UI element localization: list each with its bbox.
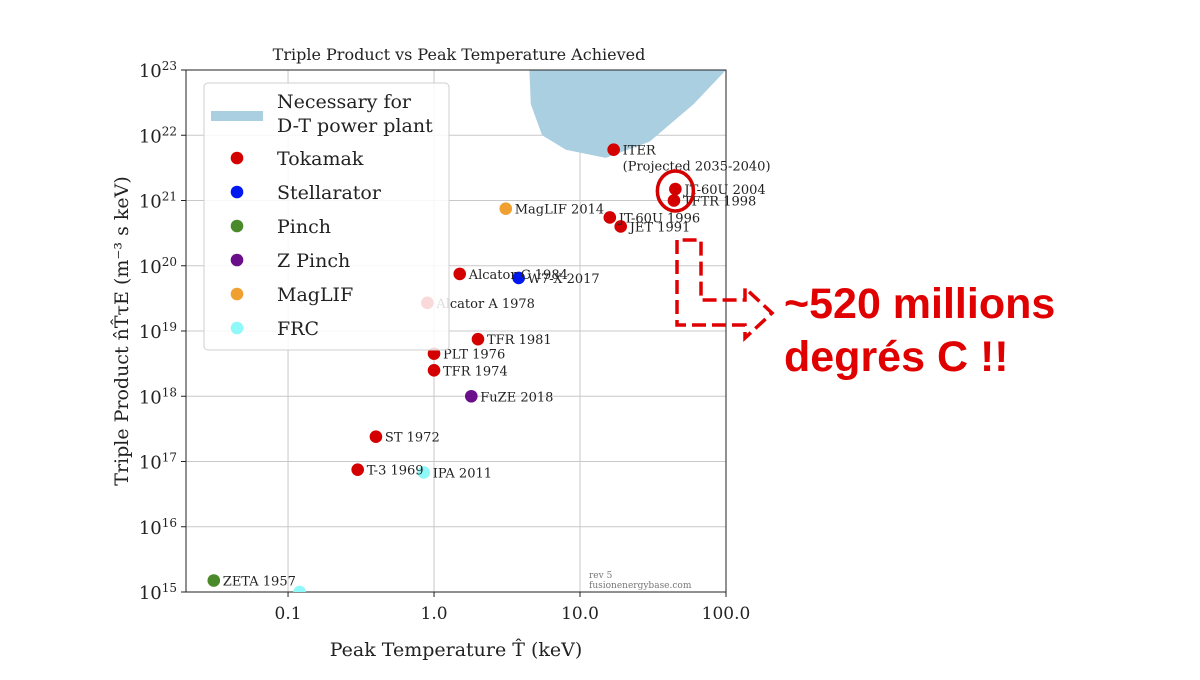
temperature-callout: ~520 millions degrés C !! — [784, 278, 1055, 384]
watermark-line-1: rev 5 — [589, 571, 613, 581]
legend-label-dt-region-line-2: D-T power plant — [277, 115, 433, 137]
legend-label-pinch: Pinch — [277, 216, 331, 238]
point-label-alcator-a-1978: Alcator A 1978 — [435, 297, 535, 312]
data-point-tfr-1974 — [427, 363, 441, 377]
data-point-t-3-1969 — [351, 463, 364, 476]
x-tick-label: 100.0 — [702, 604, 751, 624]
y-tick-label: 1021 — [139, 190, 177, 213]
data-point-st-1972 — [369, 430, 383, 443]
chart-title: Triple Product vs Peak Temperature Achie… — [273, 45, 646, 64]
x-tick-label: 10.0 — [561, 604, 599, 624]
y-tick-label: 1019 — [139, 320, 177, 343]
point-label-zeta-1957: ZETA 1957 — [223, 575, 296, 590]
data-point-jt-60u-1996 — [603, 211, 617, 224]
highlight-circle — [655, 169, 696, 213]
point-label-fuze-2018: FuZE 2018 — [480, 390, 553, 405]
point-label-tfr-1981: TFR 1981 — [487, 333, 552, 348]
data-point-tftr-1998 — [667, 194, 681, 207]
legend-label-z-pinch: Z Pinch — [277, 250, 350, 272]
x-axis-label: Peak Temperature T̂ (keV) — [330, 639, 583, 661]
y-tick-label: 1020 — [139, 255, 177, 278]
y-tick-label: 1023 — [139, 59, 177, 82]
point-label-jt-60u-1996: JT-60U 1996 — [617, 211, 700, 226]
legend-marker-maglif — [230, 287, 244, 301]
legend-label-stellarator: Stellarator — [277, 182, 382, 204]
legend-marker-z-pinch — [230, 253, 244, 267]
data-point-jt-60u-2004 — [669, 182, 682, 196]
point-label-tfr-1974: TFR 1974 — [443, 364, 508, 379]
legend-marker-pinch — [230, 219, 244, 233]
x-tick-label: 0.1 — [275, 604, 302, 624]
legend-label-tokamak: Tokamak — [277, 148, 364, 170]
dt-power-plant-region — [529, 70, 726, 158]
data-point-maglif-2014 — [499, 202, 513, 215]
y-tick-label: 1022 — [139, 124, 177, 147]
point-label-t-3-1969: T-3 1969 — [367, 464, 424, 479]
data-point-iter — [607, 143, 620, 157]
legend-marker-frc — [230, 321, 244, 335]
point-label-plt-1976: PLT 1976 — [443, 348, 505, 363]
point-label-iter-sub: (Projected 2035-2040) — [623, 160, 771, 175]
watermark-line-2: fusionenergybase.com — [589, 581, 692, 591]
legend-label-dt-region-line-1: Necessary for — [277, 91, 412, 113]
point-label-maglif-2014: MagLIF 2014 — [515, 203, 604, 218]
data-point-alcator-c-1984 — [453, 267, 467, 281]
legend-marker-stellarator — [230, 185, 244, 199]
point-label-jt-60u-2004: JT-60U 2004 — [682, 183, 765, 198]
point-label-tftr-1998: TFTR 1998 — [683, 195, 756, 210]
data-point-frc-unlabeled — [293, 585, 306, 592]
point-label-jet-1991: JET 1991 — [628, 220, 691, 235]
data-point-fuze-2018 — [464, 389, 478, 403]
data-point-w7-x-2017 — [512, 271, 525, 285]
legend-label-maglif: MagLIF — [277, 284, 353, 306]
data-point-ipa-2011 — [417, 466, 431, 479]
data-point-jet-1991 — [614, 220, 628, 233]
point-label-ipa-2011: IPA 2011 — [433, 466, 492, 481]
y-tick-label: 1016 — [139, 516, 177, 539]
legend-box — [203, 82, 450, 351]
point-label-alcator-c-1984: Alcator C 1984 — [468, 268, 568, 283]
x-tick-label: 1.0 — [421, 604, 448, 624]
point-label-iter: ITER — [623, 144, 657, 159]
legend-marker-tokamak — [230, 151, 244, 165]
dashed-arrow — [675, 238, 775, 343]
legend-label-frc: FRC — [277, 318, 319, 340]
y-tick-label: 1017 — [139, 451, 177, 474]
data-point-tfr-1981 — [471, 332, 485, 346]
y-tick-label: 1018 — [139, 385, 177, 408]
point-label-st-1972: ST 1972 — [385, 431, 440, 446]
y-tick-label: 1015 — [139, 581, 177, 604]
legend-swatch-dt-region — [211, 111, 263, 121]
y-axis-label: Triple Product n̂T̂τE (m⁻³ s keV) — [111, 176, 133, 486]
callout-line-1: ~520 millions — [784, 280, 1056, 328]
data-point-zeta-1957 — [207, 574, 221, 587]
callout-line-2: degrés C !! — [784, 333, 1009, 381]
point-label-w7-x-2017: W7-X 2017 — [528, 272, 600, 287]
